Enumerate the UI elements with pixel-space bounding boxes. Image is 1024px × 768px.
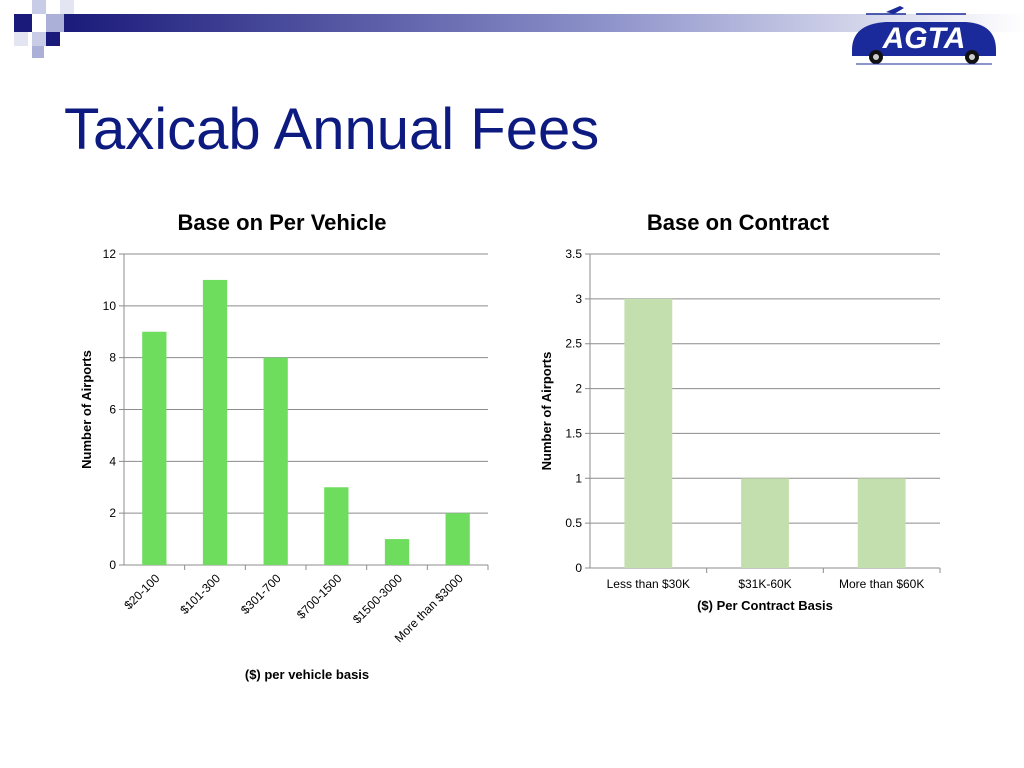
y-tick-label: 1 [575, 471, 582, 485]
y-axis-label: Number of Airports [539, 352, 554, 471]
bar [384, 539, 410, 565]
y-axis-label: Number of Airports [79, 350, 94, 469]
y-tick-label: 1.5 [565, 426, 582, 440]
bar [741, 478, 789, 568]
y-tick-label: 10 [103, 299, 117, 313]
header-square [32, 46, 44, 58]
logo-text: AGTA [882, 22, 966, 55]
x-tick-label: More than $60K [839, 577, 924, 591]
y-tick-label: 2.5 [565, 337, 582, 351]
header-square [46, 32, 60, 46]
header-square [32, 32, 46, 46]
header-square [32, 0, 46, 14]
y-tick-label: 0 [575, 561, 582, 575]
bar [263, 357, 288, 565]
chart-per-contract: Base on Contract 0 0.5 1 1.5 2 2.5 3 3.5 Less tha… [539, 210, 941, 613]
slide-title: Taxicab Annual Fees [64, 97, 600, 162]
x-tick-label: Less than $30K [607, 577, 690, 591]
y-tick-label: 3 [575, 292, 582, 306]
x-tick-label: $700-1500 [294, 571, 345, 622]
y-tick-label: 0 [109, 558, 116, 572]
header-square [14, 14, 32, 32]
header-square [14, 32, 28, 46]
chart-title: Base on Per Vehicle [177, 210, 386, 235]
header-square [60, 0, 74, 14]
x-tick-label: $31K-60K [738, 577, 791, 591]
x-axis-label: ($) Per Contract Basis [697, 598, 833, 613]
bar [445, 513, 470, 565]
y-tick-label: 8 [109, 351, 116, 365]
y-tick-label: 2 [575, 382, 582, 396]
chart-title: Base on Contract [647, 210, 830, 235]
header-band [14, 0, 1024, 58]
bar [202, 279, 228, 565]
header-gradient-bar [64, 14, 1024, 32]
chart-per-vehicle: Base on Per Vehicle 0 2 4 6 8 10 12 $20-100 $101-… [79, 210, 489, 682]
bar [624, 298, 673, 568]
agta-logo: AGTA [852, 6, 996, 65]
y-tick-label: 12 [103, 247, 117, 261]
x-tick-label: $101-300 [177, 571, 223, 617]
x-axis-label: ($) per vehicle basis [245, 667, 369, 682]
y-tick-label: 3.5 [565, 247, 582, 261]
x-tick-label: $1500-3000 [350, 571, 405, 626]
y-tick-label: 6 [109, 403, 116, 417]
x-tick-label: $20-100 [121, 571, 162, 612]
header-square [46, 14, 64, 32]
y-tick-label: 4 [109, 454, 116, 468]
y-tick-label: 0.5 [565, 516, 582, 530]
bar [142, 331, 167, 565]
bar [324, 487, 349, 565]
y-tick-label: 2 [109, 506, 116, 520]
bar [857, 478, 906, 568]
x-tick-label: $301-700 [238, 571, 284, 617]
